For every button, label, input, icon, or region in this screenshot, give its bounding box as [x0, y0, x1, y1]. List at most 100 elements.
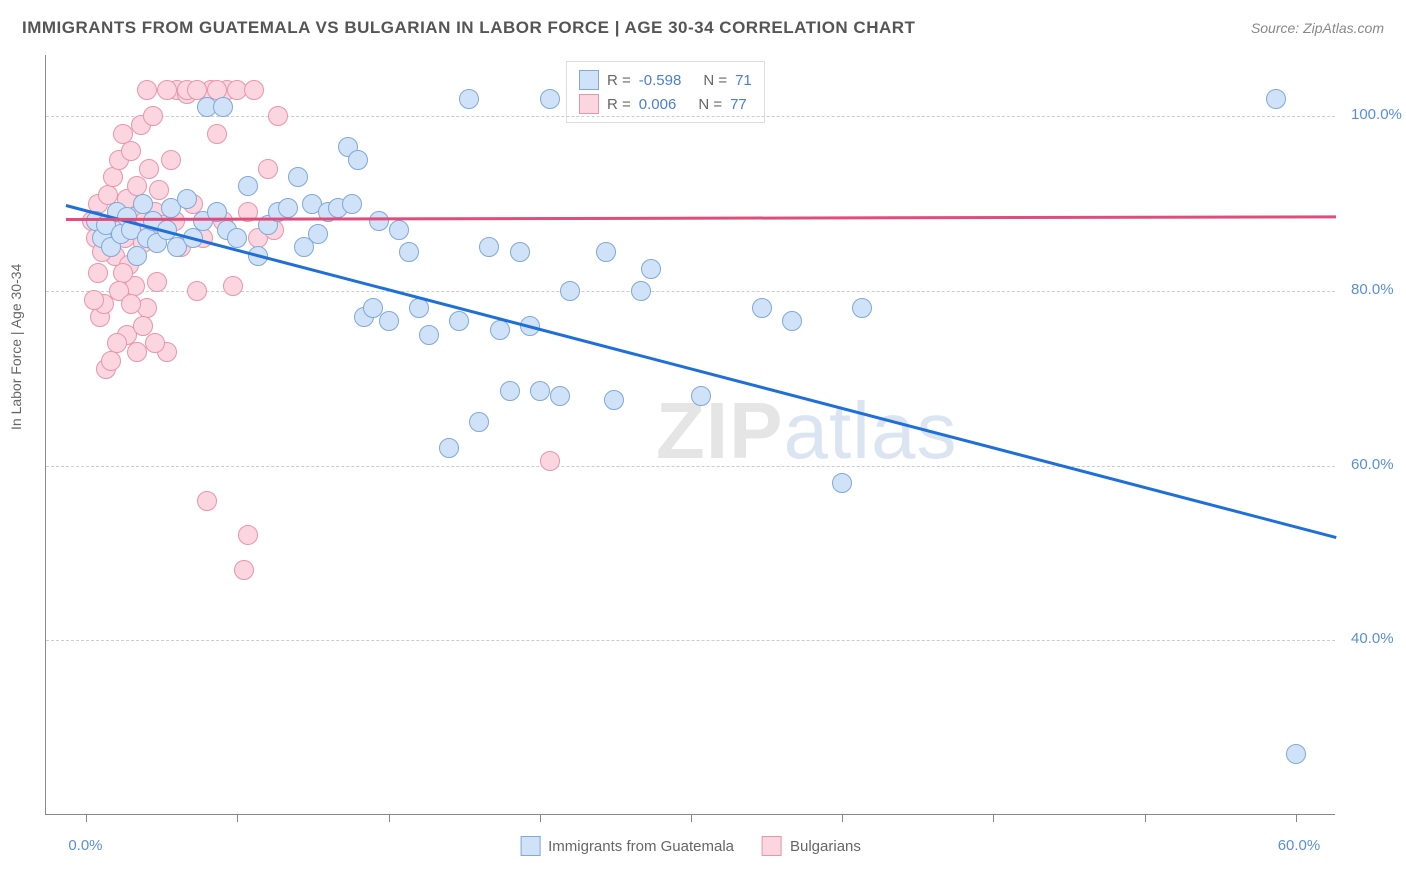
y-axis-label: In Labor Force | Age 30-34	[8, 264, 24, 430]
data-point-bulgarians	[197, 491, 217, 511]
x-tick	[842, 814, 843, 822]
data-point-guatemala	[288, 167, 308, 187]
data-point-bulgarians	[133, 316, 153, 336]
data-point-guatemala	[752, 298, 772, 318]
data-point-bulgarians	[238, 525, 258, 545]
data-point-bulgarians	[540, 451, 560, 471]
data-point-guatemala	[1266, 89, 1286, 109]
data-point-bulgarians	[121, 294, 141, 314]
swatch-bulgarians	[579, 94, 599, 114]
data-point-bulgarians	[139, 159, 159, 179]
data-point-guatemala	[1286, 744, 1306, 764]
data-point-bulgarians	[145, 333, 165, 353]
data-point-bulgarians	[143, 106, 163, 126]
data-point-guatemala	[479, 237, 499, 257]
gridline-h	[46, 466, 1335, 467]
data-point-guatemala	[469, 412, 489, 432]
data-point-bulgarians	[147, 272, 167, 292]
gridline-h	[46, 640, 1335, 641]
y-tick-label: 80.0%	[1351, 281, 1394, 298]
x-tick	[389, 814, 390, 822]
n-label: N =	[703, 72, 727, 89]
x-tick	[237, 814, 238, 822]
data-point-bulgarians	[84, 290, 104, 310]
data-point-bulgarians	[121, 141, 141, 161]
swatch-bulgarians	[762, 836, 782, 856]
data-point-guatemala	[238, 176, 258, 196]
data-point-bulgarians	[149, 180, 169, 200]
r-label: R =	[607, 96, 631, 113]
data-point-guatemala	[389, 220, 409, 240]
data-point-guatemala	[449, 311, 469, 331]
plot-area: ZIPatlas R = -0.598 N = 71 R = 0.006 N =…	[45, 55, 1335, 815]
gridline-h	[46, 116, 1335, 117]
legend-item-bulgarians: Bulgarians	[762, 836, 861, 856]
x-tick	[1296, 814, 1297, 822]
data-point-bulgarians	[244, 80, 264, 100]
x-tick	[691, 814, 692, 822]
data-point-guatemala	[596, 242, 616, 262]
data-point-bulgarians	[127, 342, 147, 362]
data-point-guatemala	[177, 189, 197, 209]
trend-line-guatemala	[66, 204, 1336, 538]
legend-label: Bulgarians	[790, 838, 861, 855]
data-point-bulgarians	[157, 80, 177, 100]
n-value: 71	[735, 72, 752, 89]
correlation-legend: R = -0.598 N = 71 R = 0.006 N = 77	[566, 61, 765, 123]
legend-label: Immigrants from Guatemala	[548, 838, 734, 855]
chart-title: IMMIGRANTS FROM GUATEMALA VS BULGARIAN I…	[22, 18, 915, 38]
legend-row-bulgarians: R = 0.006 N = 77	[579, 92, 752, 116]
trend-line-bulgarians	[66, 216, 1336, 221]
data-point-guatemala	[459, 89, 479, 109]
data-point-guatemala	[641, 259, 661, 279]
source-label: Source: ZipAtlas.com	[1251, 20, 1384, 36]
data-point-guatemala	[832, 473, 852, 493]
data-point-guatemala	[379, 311, 399, 331]
r-value: -0.598	[639, 72, 682, 89]
data-point-bulgarians	[101, 351, 121, 371]
data-point-guatemala	[500, 381, 520, 401]
data-point-bulgarians	[234, 560, 254, 580]
data-point-bulgarians	[137, 80, 157, 100]
data-point-guatemala	[631, 281, 651, 301]
data-point-guatemala	[490, 320, 510, 340]
swatch-guatemala	[579, 70, 599, 90]
data-point-guatemala	[560, 281, 580, 301]
data-point-guatemala	[342, 194, 362, 214]
data-point-guatemala	[227, 228, 247, 248]
series-legend: Immigrants from Guatemala Bulgarians	[520, 836, 861, 856]
data-point-guatemala	[439, 438, 459, 458]
n-value: 77	[730, 96, 747, 113]
y-tick-label: 100.0%	[1351, 106, 1402, 123]
x-tick	[540, 814, 541, 822]
x-tick	[86, 814, 87, 822]
data-point-guatemala	[278, 198, 298, 218]
data-point-guatemala	[369, 211, 389, 231]
y-tick-label: 40.0%	[1351, 630, 1394, 647]
legend-item-guatemala: Immigrants from Guatemala	[520, 836, 734, 856]
data-point-guatemala	[127, 246, 147, 266]
data-point-guatemala	[348, 150, 368, 170]
data-point-guatemala	[530, 381, 550, 401]
n-label: N =	[698, 96, 722, 113]
x-tick-label: 60.0%	[1278, 837, 1321, 854]
data-point-guatemala	[308, 224, 328, 244]
data-point-guatemala	[419, 325, 439, 345]
r-label: R =	[607, 72, 631, 89]
watermark-bold: ZIP	[656, 386, 783, 475]
x-tick	[993, 814, 994, 822]
swatch-guatemala	[520, 836, 540, 856]
data-point-bulgarians	[223, 276, 243, 296]
data-point-bulgarians	[268, 106, 288, 126]
x-tick	[1145, 814, 1146, 822]
data-point-guatemala	[213, 97, 233, 117]
x-tick-label: 0.0%	[68, 837, 102, 854]
data-point-guatemala	[399, 242, 419, 262]
r-value: 0.006	[639, 96, 677, 113]
data-point-guatemala	[852, 298, 872, 318]
data-point-bulgarians	[207, 124, 227, 144]
data-point-bulgarians	[161, 150, 181, 170]
data-point-guatemala	[540, 89, 560, 109]
data-point-guatemala	[510, 242, 530, 262]
legend-row-guatemala: R = -0.598 N = 71	[579, 68, 752, 92]
